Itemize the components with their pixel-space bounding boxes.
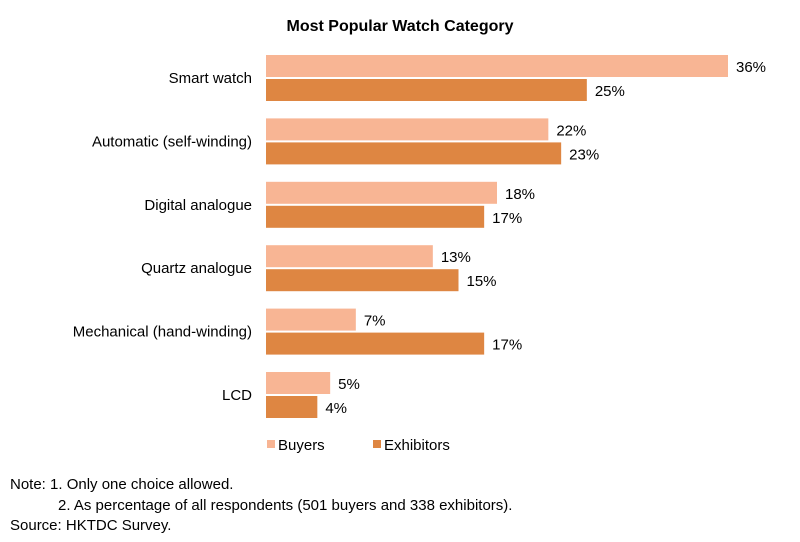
data-label: 22%: [556, 122, 586, 139]
data-label: 17%: [492, 210, 522, 227]
bar-exhibitors: [266, 396, 318, 418]
note-line-2: 2. As percentage of all respondents (501…: [58, 497, 513, 514]
bar-buyers: [266, 245, 433, 268]
data-label: 18%: [505, 186, 535, 203]
category-label: Mechanical (hand-winding): [73, 324, 252, 341]
category-label: LCD: [222, 387, 252, 404]
legend-swatch-buyers: [267, 440, 275, 448]
bar-exhibitors: [266, 269, 459, 292]
category-label: Automatic (self-winding): [92, 133, 252, 150]
data-label: 17%: [492, 337, 522, 354]
bar-buyers: [266, 308, 356, 331]
data-label: 5%: [338, 376, 360, 393]
data-label: 23%: [569, 146, 599, 163]
category-label: Quartz analogue: [141, 260, 252, 277]
bar-buyers: [266, 181, 497, 204]
bar-buyers: [266, 372, 331, 394]
bar-exhibitors: [266, 79, 587, 101]
bar-exhibitors: [266, 332, 485, 355]
data-label: 36%: [736, 59, 766, 76]
data-label: 4%: [325, 400, 347, 417]
bar-buyers: [266, 55, 728, 77]
bar-exhibitors: [266, 142, 562, 165]
note-line-1: Note: 1. Only one choice allowed.: [10, 476, 234, 493]
bar-chart: Most Popular Watch Category Smart watch 3…: [73, 18, 766, 454]
data-label: 7%: [364, 313, 386, 330]
data-label: 25%: [595, 83, 625, 100]
legend-label: Buyers: [278, 437, 325, 454]
bar-exhibitors: [266, 205, 485, 228]
category-label: Digital analogue: [144, 197, 252, 214]
category-label: Smart watch: [169, 70, 252, 87]
data-label: 15%: [467, 273, 497, 290]
legend-label: Exhibitors: [384, 437, 450, 454]
bar-buyers: [266, 118, 549, 141]
source-note: Source: HKTDC Survey.: [10, 517, 172, 534]
chart-title: Most Popular Watch Category: [287, 18, 514, 35]
data-label: 13%: [441, 249, 471, 266]
legend-swatch-exhibitors: [373, 440, 381, 448]
